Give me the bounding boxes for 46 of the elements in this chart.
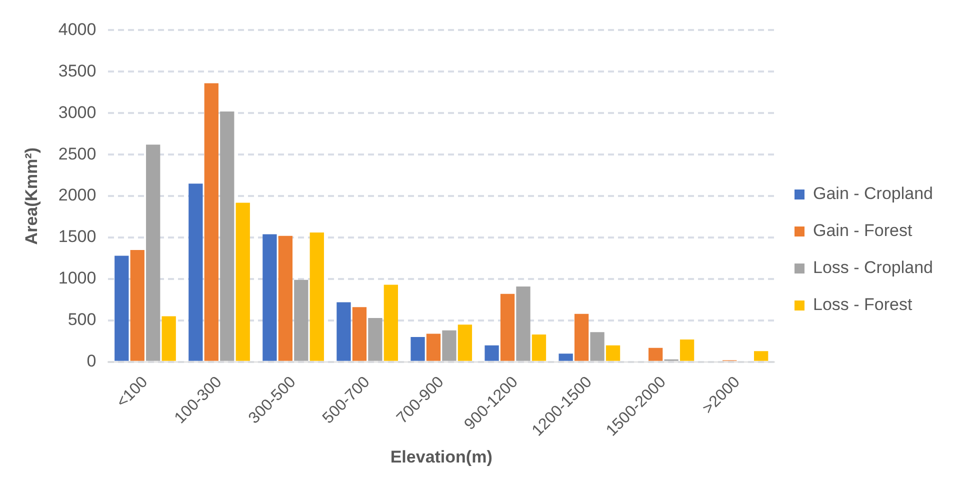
bar xyxy=(558,354,573,361)
bar xyxy=(352,307,367,361)
bar xyxy=(590,332,604,361)
legend-label: Gain - Cropland xyxy=(812,184,934,204)
y-tick-label: 4000 xyxy=(58,20,96,39)
bar xyxy=(368,318,382,361)
bar xyxy=(754,351,768,361)
bar xyxy=(188,184,203,361)
bar xyxy=(516,286,530,361)
y-axis-title: Area(Kmm²) xyxy=(22,147,41,245)
bar xyxy=(130,250,144,361)
legend-label: Gain - Forest xyxy=(812,221,912,240)
y-tick-label: 1000 xyxy=(58,268,96,288)
bar xyxy=(236,202,250,361)
bar xyxy=(146,144,160,361)
bar xyxy=(442,330,456,361)
bar xyxy=(204,83,218,361)
bar xyxy=(574,314,589,361)
bar xyxy=(648,348,663,361)
bar xyxy=(458,324,472,361)
bar xyxy=(410,337,425,361)
y-tick-label: 500 xyxy=(68,310,96,330)
x-axis-title: Elevation(m) xyxy=(390,447,492,466)
y-tick-label: 1500 xyxy=(58,227,96,246)
y-tick-label: 2500 xyxy=(58,144,96,164)
bar xyxy=(310,232,324,361)
bar xyxy=(606,345,620,361)
legend-label: Loss - Cropland xyxy=(812,258,934,278)
bar xyxy=(114,256,129,361)
bar xyxy=(162,316,176,361)
bar xyxy=(278,236,293,361)
bar xyxy=(262,234,277,361)
legend-label: Loss - Forest xyxy=(812,295,912,314)
bar xyxy=(294,280,308,361)
y-tick-label: 0 xyxy=(86,352,96,371)
bar xyxy=(500,294,515,361)
y-tick-label: 3500 xyxy=(58,61,96,80)
bar xyxy=(336,302,351,361)
bar xyxy=(532,334,546,361)
bar xyxy=(384,284,398,361)
bar xyxy=(220,111,234,361)
bar xyxy=(680,340,694,361)
y-tick-label: 3000 xyxy=(58,102,96,122)
y-tick-label: 2000 xyxy=(58,186,96,205)
bar xyxy=(484,345,499,361)
bar xyxy=(426,334,441,361)
